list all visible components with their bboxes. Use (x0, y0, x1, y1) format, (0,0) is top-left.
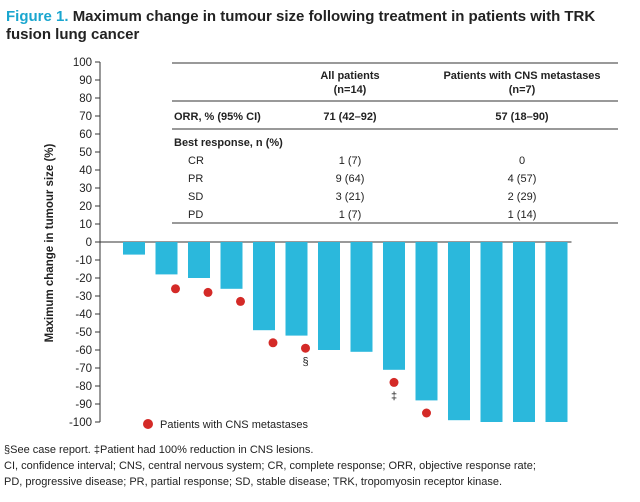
y-tick-label: 60 (79, 129, 92, 141)
bar (383, 242, 405, 370)
y-tick-label: 50 (79, 147, 92, 159)
bar (318, 242, 340, 350)
y-tick-label: 80 (79, 93, 92, 105)
cns-dot (203, 287, 213, 297)
bar (350, 242, 373, 352)
bar (155, 242, 178, 275)
y-tick-label: -50 (75, 327, 92, 339)
bar-mark: § (302, 356, 308, 368)
cns-dot (301, 343, 310, 353)
best-response-label: Best response, n (%) (174, 137, 283, 149)
y-tick-label: 30 (79, 183, 92, 195)
y-tick-label: -60 (75, 345, 92, 357)
table-row-all: 1 (7) (339, 209, 362, 221)
col-header-cns-n: (n=7) (509, 84, 536, 96)
table-row-label: PR (188, 173, 203, 185)
footnote-2: CI, confidence interval; CNS, central ne… (4, 460, 536, 472)
cns-dots (171, 284, 431, 418)
table-rows: CR 1 (7) 0 PR 9 (64) 4 (57) SD 3 (21) 2 (29) PD 1 … (188, 155, 536, 221)
col-header-all-n: (n=14) (334, 84, 367, 96)
legend-label: Patients with CNS metastases (160, 419, 308, 431)
bar-marks: §‡ (302, 356, 397, 402)
y-tick-label: -40 (75, 309, 92, 321)
y-tick-label: 100 (73, 57, 92, 69)
table-row-all: 3 (21) (336, 191, 365, 203)
response-table: All patients (n=14) Patients with CNS me… (172, 62, 618, 224)
orr-cns: 57 (18–90) (495, 111, 549, 123)
bar (285, 242, 308, 336)
y-tick-label: -30 (75, 291, 92, 303)
footnotes: §See case report. ‡Patient had 100% redu… (4, 442, 636, 490)
footnote-1: §See case report. ‡Patient had 100% redu… (4, 444, 314, 456)
y-tick-label: 0 (86, 237, 92, 249)
table-row-cns: 0 (519, 155, 525, 167)
bar (220, 242, 243, 289)
cns-dot (422, 408, 431, 418)
y-tick-label: -90 (75, 399, 92, 411)
bar-mark: ‡ (391, 390, 397, 402)
table-row-label: CR (188, 155, 204, 167)
cns-dot (171, 284, 180, 294)
waterfall-chart: 1009080706050403020100-10-20-30-40-50-60… (44, 57, 618, 431)
table-row-cns: 1 (14) (508, 209, 537, 221)
table-row-all: 9 (64) (336, 173, 365, 185)
orr-all: 71 (42–92) (323, 111, 377, 123)
y-axis-label: Maximum change in tumour size (%) (44, 143, 56, 342)
table-row-cns: 2 (29) (508, 191, 537, 203)
bars (123, 242, 568, 422)
y-tick-label: -70 (75, 363, 92, 375)
legend-dot (143, 419, 153, 429)
y-tick-label: 20 (79, 201, 92, 213)
legend: Patients with CNS metastases (143, 419, 308, 431)
bar (480, 242, 503, 422)
table-row-label: PD (188, 209, 203, 221)
table-row-cns: 4 (57) (508, 173, 537, 185)
y-tick-label: -20 (75, 273, 92, 285)
figure-number: Figure 1. (6, 8, 69, 25)
table-row-label: SD (188, 191, 203, 203)
orr-label: ORR, % (95% CI) (174, 111, 261, 123)
cns-dot (389, 377, 399, 387)
cns-dot (236, 296, 245, 306)
bar (188, 242, 210, 278)
bar (123, 242, 145, 255)
y-tick-label: -100 (69, 417, 92, 429)
bar (545, 242, 568, 422)
y-tick-label: -80 (75, 381, 92, 393)
col-header-all: All patients (320, 70, 379, 82)
figure-title: Figure 1. Maximum change in tumour size … (6, 8, 634, 44)
col-header-cns: Patients with CNS metastases (443, 70, 600, 82)
footnote-3: PD, progressive disease; PR, partial res… (4, 476, 503, 488)
y-tick-label: -10 (75, 255, 92, 267)
y-tick-label: 10 (79, 219, 92, 231)
bar (513, 242, 535, 422)
bar (253, 242, 275, 331)
cns-dot (268, 338, 278, 348)
y-tick-label: 70 (79, 111, 92, 123)
y-tick-label: 40 (79, 165, 92, 177)
figure-title-text: Maximum change in tumour size following … (6, 8, 596, 43)
bar (415, 242, 438, 401)
y-tick-label: 90 (79, 75, 92, 87)
bar (448, 242, 470, 421)
table-row-all: 1 (7) (339, 155, 362, 167)
